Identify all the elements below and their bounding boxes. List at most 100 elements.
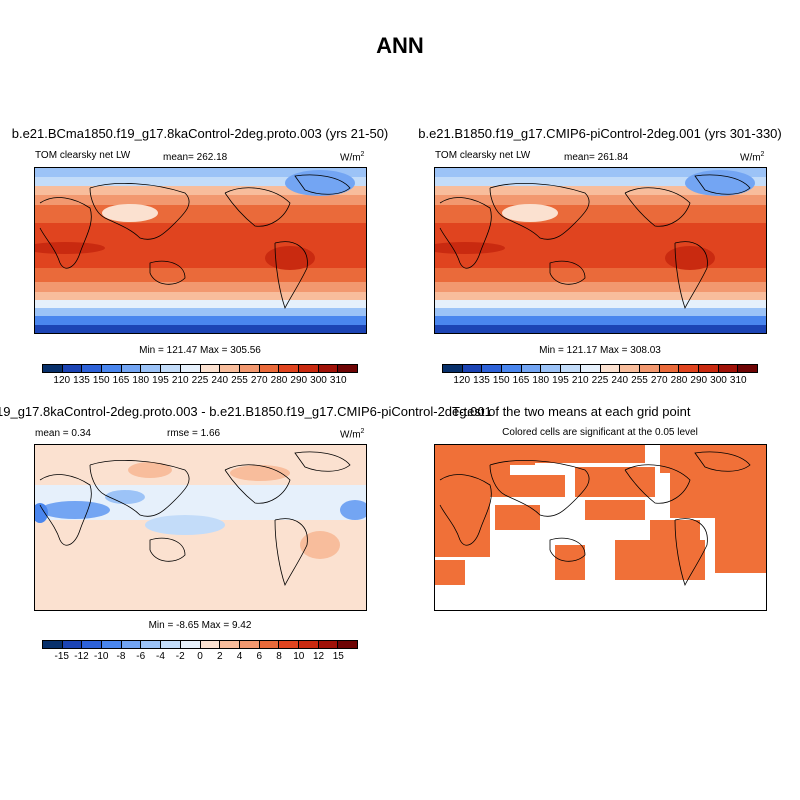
colorbar-bottom-left-swatch-7	[180, 641, 201, 648]
colorbar-top-right-swatch-4	[521, 365, 542, 372]
colorbar-top-left-swatch-0	[43, 365, 63, 372]
colorbar-top-right-swatch-3	[502, 365, 522, 372]
colorbar-top-right-tick-label: 270	[650, 375, 668, 386]
mean-label-top-left: mean= 262.18	[163, 152, 228, 163]
colorbar-top-right-swatch-9	[620, 365, 640, 372]
colorbar-bottom-left-tick-label: 6	[256, 651, 263, 662]
colorbar-top-right-tick-label: 310	[729, 375, 747, 386]
colorbar-top-left-swatch-8	[200, 365, 221, 372]
minmax-bottom-left: Min = -8.65 Max = 9.42	[148, 620, 252, 631]
colorbar-top-left-tick-label: 120	[53, 375, 71, 386]
colorbar-bottom-left-swatch-0	[43, 641, 63, 648]
colorbar-labels-top-left: 120 135 150 165 180 195 210 225 240 255 270 280 290 3…	[42, 375, 358, 387]
colorbar-top-left	[42, 364, 358, 373]
colorbar-bottom-left-tick-label: -10	[94, 651, 109, 662]
colorbar-top-right-tick-label: 210	[571, 375, 589, 386]
colorbar-top-right-swatch-2	[482, 365, 503, 372]
colorbar-bottom-left	[42, 640, 358, 649]
colorbar-top-left-swatch-7	[180, 365, 201, 372]
colorbar-top-right-tick-label: 290	[690, 375, 708, 386]
units-bottom-left: W/m2	[340, 428, 365, 441]
map-bottom-left	[34, 444, 367, 611]
colorbar-top-left-tick-label: 195	[152, 375, 169, 386]
units-top-left: W/m2	[340, 151, 365, 164]
colorbar-bottom-left-swatch-2	[82, 641, 103, 648]
panel-subtitle-bottom-right: Colored cells are significant at the 0.0…	[502, 427, 698, 438]
colorbar-bottom-left-swatch-5	[141, 641, 162, 648]
colorbar-top-right-tick-label: 135	[473, 375, 490, 386]
colorbar-top-right-tick-label: 240	[611, 375, 629, 386]
mean-label-bottom-left: mean = 0.34	[35, 428, 91, 439]
colorbar-top-right-swatch-8	[600, 365, 621, 372]
minmax-top-right: Min = 121.17 Max = 308.03	[539, 345, 661, 356]
colorbar-top-right-swatch-12	[679, 365, 699, 372]
colorbar-top-right-tick-label: 300	[710, 375, 727, 386]
colorbar-top-left-tick-label: 310	[329, 375, 347, 386]
colorbar-top-right-swatch-5	[541, 365, 562, 372]
colorbar-bottom-left-swatch-3	[102, 641, 122, 648]
map-top-left	[34, 167, 367, 334]
colorbar-top-right-tick-label: 120	[453, 375, 471, 386]
colorbar-top-left-swatch-6	[161, 365, 181, 372]
colorbar-top-left-swatch-5	[141, 365, 162, 372]
colorbar-bottom-left-swatch-1	[62, 641, 83, 648]
colorbar-top-left-tick-label: 290	[290, 375, 308, 386]
colorbar-top-left-tick-label: 280	[270, 375, 288, 386]
colorbar-bottom-left-swatch-9	[220, 641, 240, 648]
colorbar-top-right-swatch-10	[639, 365, 660, 372]
map-canvas-bottom-left	[35, 445, 366, 610]
minmax-top-left: Min = 121.47 Max = 305.56	[139, 345, 261, 356]
colorbar-bottom-left-tick-label: -4	[156, 651, 165, 662]
panel-title-top-left: b.e21.BCma1850.f19_g17.8kaControl-2deg.p…	[11, 126, 389, 141]
colorbar-top-left-swatch-13	[298, 365, 319, 372]
colorbar-bottom-left-tick-label: 8	[276, 651, 282, 662]
field-label-top-left: TOM clearsky net LW	[35, 150, 131, 161]
colorbar-top-right-swatch-7	[580, 365, 601, 372]
colorbar-bottom-left-swatch-14	[318, 641, 339, 648]
colorbar-bottom-left-tick-label: 12	[312, 651, 325, 662]
rmse-label-bottom-left: rmse = 1.66	[167, 428, 221, 439]
colorbar-top-right-tick-label: 255	[631, 375, 648, 386]
colorbar-bottom-left-tick-label: 0	[197, 651, 203, 662]
colorbar-top-left-swatch-10	[239, 365, 260, 372]
colorbar-top-left-swatch-9	[220, 365, 240, 372]
colorbar-top-left-tick-label: 210	[171, 375, 189, 386]
colorbar-top-right-swatch-14	[718, 365, 739, 372]
colorbar-labels-top-right: 120 135 150 165 180 195 210 225 240 255 270 280 290 3…	[442, 375, 758, 387]
colorbar-bottom-left-tick-label: -8	[116, 651, 126, 662]
colorbar-top-left-swatch-12	[279, 365, 299, 372]
colorbar-top-left-tick-label: 150	[92, 375, 110, 386]
colorbar-bottom-left-swatch-11	[259, 641, 280, 648]
colorbar-top-right-tick-label: 165	[512, 375, 530, 386]
colorbar-top-right-swatch-0	[443, 365, 463, 372]
colorbar-top-left-swatch-15	[338, 365, 357, 372]
colorbar-bottom-left-tick-label: 4	[236, 651, 243, 662]
colorbar-top-right-tick-label: 225	[591, 375, 609, 386]
colorbar-bottom-left-swatch-8	[200, 641, 221, 648]
colorbar-bottom-left-tick-label: -15	[54, 651, 69, 662]
colorbar-bottom-left-swatch-6	[161, 641, 181, 648]
map-canvas-top-left	[35, 168, 366, 333]
colorbar-bottom-left-swatch-13	[298, 641, 319, 648]
colorbar-top-left-swatch-3	[102, 365, 122, 372]
colorbar-top-left-swatch-2	[82, 365, 103, 372]
colorbar-top-right-swatch-1	[462, 365, 483, 372]
colorbar-bottom-left-tick-label: -2	[175, 651, 185, 662]
colorbar-bottom-left-tick-label: -12	[74, 651, 89, 662]
colorbar-bottom-left-tick-label: 2	[216, 651, 223, 662]
colorbar-bottom-left-tick-label: 15	[332, 651, 344, 662]
map-top-right	[434, 167, 767, 334]
main-title: ANN	[376, 33, 424, 58]
colorbar-top-right-swatch-6	[561, 365, 581, 372]
map-canvas-top-right	[435, 168, 766, 333]
units-top-right: W/m2	[740, 151, 765, 164]
colorbar-top-right-swatch-13	[698, 365, 719, 372]
colorbar-top-right-tick-label: 150	[492, 375, 510, 386]
colorbar-top-left-swatch-14	[318, 365, 339, 372]
colorbar-bottom-left-swatch-12	[279, 641, 299, 648]
panel-title-bottom-left: 19_g17.8kaControl-2deg.proto.003 - b.e21…	[0, 404, 492, 419]
mean-label-top-right: mean= 261.84	[564, 152, 629, 163]
field-label-top-right: TOM clearsky net LW	[435, 150, 531, 161]
colorbar-top-right	[442, 364, 758, 373]
panel-title-top-right: b.e21.B1850.f19_g17.CMIP6-piControl-2deg…	[418, 126, 782, 141]
